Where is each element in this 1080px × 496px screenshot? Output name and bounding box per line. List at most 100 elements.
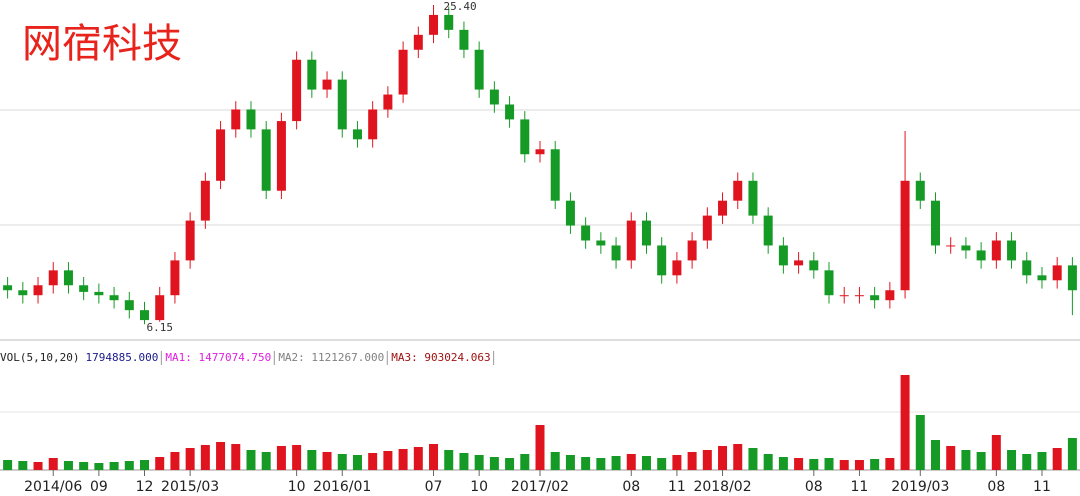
candle-body [1022, 260, 1032, 276]
volume-bar [702, 450, 712, 470]
volume-bar [794, 458, 804, 470]
candle-body [337, 79, 347, 130]
volume-bar [489, 457, 499, 470]
x-tick-label: 09 [90, 479, 108, 495]
volume-bar [809, 459, 819, 470]
volume-bar [48, 458, 58, 470]
volume-bar [3, 460, 13, 470]
volume-bar [413, 447, 423, 470]
volume-bar [261, 452, 271, 470]
candle-body [18, 290, 28, 296]
volume-title: VOL(5,10,20) [0, 351, 79, 364]
candle-body [702, 215, 712, 241]
volume-bar [322, 452, 332, 470]
volume-bar [140, 460, 150, 470]
volume-bar [976, 452, 986, 470]
x-tick-label: 2015/03 [161, 479, 219, 495]
candle-body [398, 49, 408, 95]
candle-body [565, 200, 575, 226]
candle-body [276, 121, 286, 191]
candle-body [961, 245, 971, 251]
volume-bar [748, 448, 758, 470]
candle-body [94, 291, 104, 296]
volume-bar [550, 452, 560, 470]
candle-body [596, 240, 606, 246]
candle-body [185, 220, 195, 261]
candle-body [733, 180, 743, 201]
volume-ma-label: MA2: 1121267.000 [278, 351, 384, 364]
candle-body [611, 245, 621, 261]
volume-ma-label: MA3: 903024.063 [391, 351, 490, 364]
volume-bar [961, 450, 971, 470]
max-label: 25.40 [444, 0, 477, 13]
volume-bar [641, 456, 651, 470]
volume-bar [657, 458, 667, 470]
candle-body [444, 14, 454, 30]
volume-bar [687, 452, 697, 470]
candle-body [778, 245, 788, 266]
candle-body [413, 34, 423, 50]
volume-bar [718, 446, 728, 470]
candle-body [48, 270, 58, 286]
volume-bar [276, 446, 286, 470]
candle-body [124, 300, 134, 311]
candle-body [870, 295, 880, 301]
volume-bar [18, 461, 28, 470]
candle-body [474, 49, 484, 90]
candle-body [900, 180, 910, 291]
x-tick-label: 2016/01 [313, 479, 371, 495]
volume-bar [626, 454, 636, 470]
volume-bar [854, 460, 864, 470]
candle-body [307, 59, 317, 90]
candle-body [763, 215, 773, 246]
candle-body [216, 129, 226, 181]
volume-bar [398, 449, 408, 470]
volume-bar [915, 415, 925, 470]
x-tick-label: 2019/03 [891, 479, 949, 495]
candle-body [520, 119, 530, 155]
x-tick-label: 2014/06 [24, 479, 82, 495]
x-tick-label: 11 [1033, 479, 1051, 495]
volume-bar [505, 458, 515, 470]
candle-body [459, 29, 469, 50]
candle-body [991, 240, 1001, 261]
candle-body [155, 295, 165, 321]
volume-value: 1794885.000 [85, 351, 158, 364]
x-tick-label: 10 [288, 479, 306, 495]
candle-body [505, 104, 515, 120]
volume-bar [200, 445, 210, 470]
volume-bar [1007, 450, 1017, 470]
volume-bar [429, 444, 439, 470]
volume-bar [763, 454, 773, 470]
x-tick-label: 2017/02 [511, 479, 569, 495]
candle-body [1052, 265, 1062, 281]
candle-body [140, 310, 150, 321]
x-tick-label: 10 [470, 479, 488, 495]
candle-body [200, 180, 210, 221]
candle-body [824, 270, 834, 296]
candle-body [231, 109, 241, 130]
volume-bar [33, 462, 43, 470]
volume-bar [337, 454, 347, 470]
candle-body [794, 260, 804, 266]
volume-bar [778, 457, 788, 470]
candle-body [976, 250, 986, 261]
candle-body [63, 270, 73, 286]
volume-bar [474, 455, 484, 470]
candle-body [885, 290, 895, 301]
candle-body [581, 225, 591, 241]
volume-bar [170, 452, 180, 470]
candle-body [368, 109, 378, 140]
candle-body [1037, 275, 1047, 281]
volume-bar [946, 446, 956, 470]
volume-bar [733, 444, 743, 470]
volume-bar [231, 444, 241, 470]
x-tick-label: 11 [668, 479, 686, 495]
candle-body [170, 260, 180, 296]
candle-body [383, 94, 393, 110]
volume-bar [824, 458, 834, 470]
candle-body [672, 260, 682, 276]
candle-body [1067, 265, 1077, 291]
x-tick-label: 11 [851, 479, 869, 495]
